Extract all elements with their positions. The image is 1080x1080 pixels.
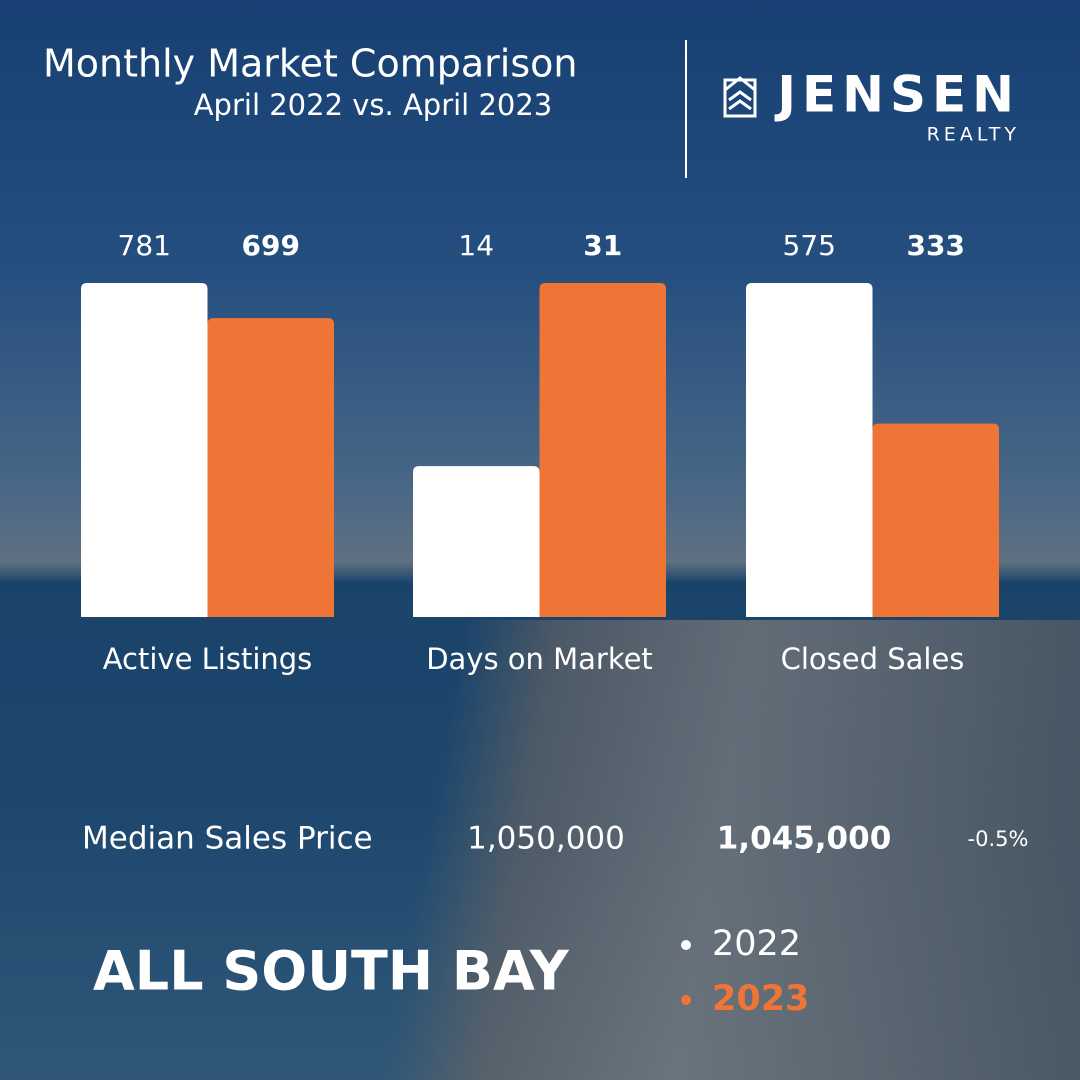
median-2022: 1,050,000 xyxy=(467,821,625,857)
category-label: Closed Sales xyxy=(781,642,965,676)
bar xyxy=(872,423,999,617)
brand-name: JENSEN xyxy=(774,66,1020,124)
value-label: 14 xyxy=(458,229,494,262)
median-change: -0.5% xyxy=(968,827,1029,851)
legend-dot xyxy=(681,995,691,1005)
brand-sub: REALTY xyxy=(927,124,1020,146)
value-label: 699 xyxy=(242,229,300,262)
logo-icon xyxy=(723,76,757,118)
legend-label: 2023 xyxy=(712,979,809,1019)
chart-title: Monthly Market Comparison xyxy=(43,42,577,86)
category-label: Active Listings xyxy=(103,642,313,676)
category-label: Days on Market xyxy=(426,642,653,676)
value-label: 575 xyxy=(783,229,836,262)
median-label: Median Sales Price xyxy=(82,821,373,857)
bar xyxy=(746,283,873,617)
median-2023: 1,045,000 xyxy=(717,821,892,857)
value-label: 333 xyxy=(907,229,965,262)
value-label: 31 xyxy=(583,229,622,262)
legend-label: 2022 xyxy=(712,924,801,964)
bar xyxy=(413,466,540,617)
bar xyxy=(207,318,334,617)
bar xyxy=(81,283,208,617)
legend-dot xyxy=(681,940,691,950)
chart-subtitle: April 2022 vs. April 2023 xyxy=(194,88,553,122)
region: ALL SOUTH BAY xyxy=(93,940,570,1003)
bar xyxy=(539,283,666,617)
value-label: 781 xyxy=(118,229,171,262)
